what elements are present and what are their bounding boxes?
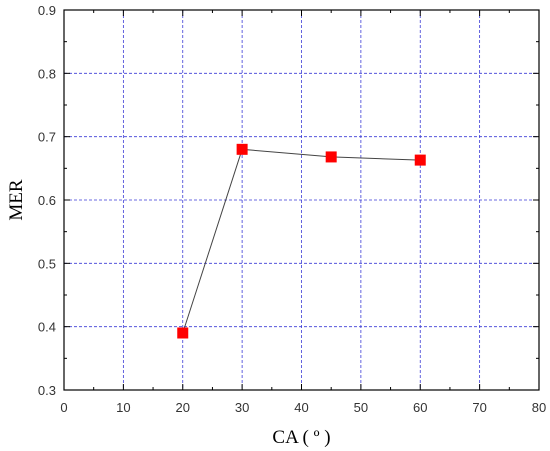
x-tick-label: 10 — [116, 400, 130, 415]
data-point-marker — [236, 143, 248, 155]
x-tick-label: 60 — [413, 400, 427, 415]
y-tick-label: 0.6 — [38, 193, 56, 208]
data-point-marker — [325, 151, 337, 163]
x-tick-label: 70 — [472, 400, 486, 415]
x-tick-label: 50 — [354, 400, 368, 415]
x-tick-label: 80 — [532, 400, 546, 415]
y-tick-labels: 0.3 0.4 0.5 0.6 0.7 0.8 0.9 — [38, 3, 56, 398]
x-tick-label: 40 — [294, 400, 308, 415]
x-tick-label: 30 — [235, 400, 249, 415]
x-tick-label: 0 — [60, 400, 67, 415]
x-axis-title: CA ( º ) — [272, 427, 330, 448]
data-point-marker — [177, 327, 189, 339]
x-tick-labels: 0 10 20 30 40 50 60 70 80 — [60, 400, 546, 415]
series-line — [182, 148, 421, 334]
y-tick-label: 0.9 — [38, 3, 56, 18]
y-tick-label: 0.7 — [38, 130, 56, 145]
y-axis-title: MER — [6, 179, 27, 221]
y-tick-label: 0.8 — [38, 66, 56, 81]
y-tick-label: 0.5 — [38, 256, 56, 271]
series-layer — [177, 143, 426, 339]
data-point-marker — [414, 154, 426, 166]
plot-frame — [63, 9, 540, 391]
grid — [64, 10, 539, 390]
y-tick-label: 0.3 — [38, 383, 56, 398]
x-tick-label: 20 — [176, 400, 190, 415]
y-tick-label: 0.4 — [38, 320, 56, 335]
